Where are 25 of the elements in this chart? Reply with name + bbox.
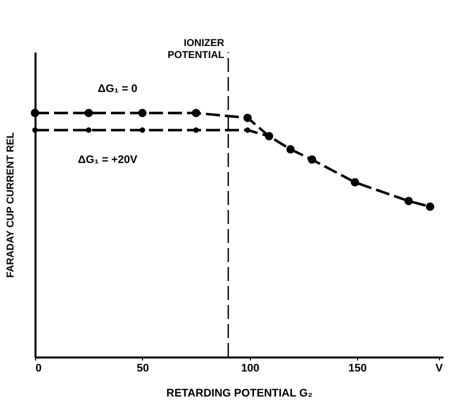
- point: [426, 202, 434, 211]
- series-label: ΔG₁ = +20V: [78, 154, 138, 166]
- x-tick-label: 150: [348, 362, 367, 374]
- x-tick-label: 100: [241, 362, 260, 374]
- x-tick-label: 50: [136, 362, 149, 374]
- point: [86, 127, 92, 133]
- point: [140, 127, 146, 133]
- y-axis-title: FARADAY CUP CURRENT REL: [6, 132, 16, 278]
- point: [404, 196, 413, 206]
- point: [192, 108, 200, 118]
- ref-line-label: IONIZER POTENTIAL: [168, 38, 226, 61]
- point: [286, 145, 295, 154]
- point: [32, 127, 38, 133]
- point: [138, 108, 147, 118]
- point: [244, 127, 250, 133]
- point: [193, 127, 199, 133]
- point: [350, 178, 360, 186]
- x-tick-label: 0: [36, 362, 42, 374]
- x-tick-label: V: [436, 362, 444, 374]
- series-label: ΔG₁ = 0: [98, 83, 138, 95]
- x-axis-title: RETARDING POTENTIAL G₂: [166, 388, 313, 400]
- point: [30, 108, 40, 118]
- point: [308, 155, 316, 164]
- point: [84, 108, 93, 118]
- point: [243, 114, 252, 122]
